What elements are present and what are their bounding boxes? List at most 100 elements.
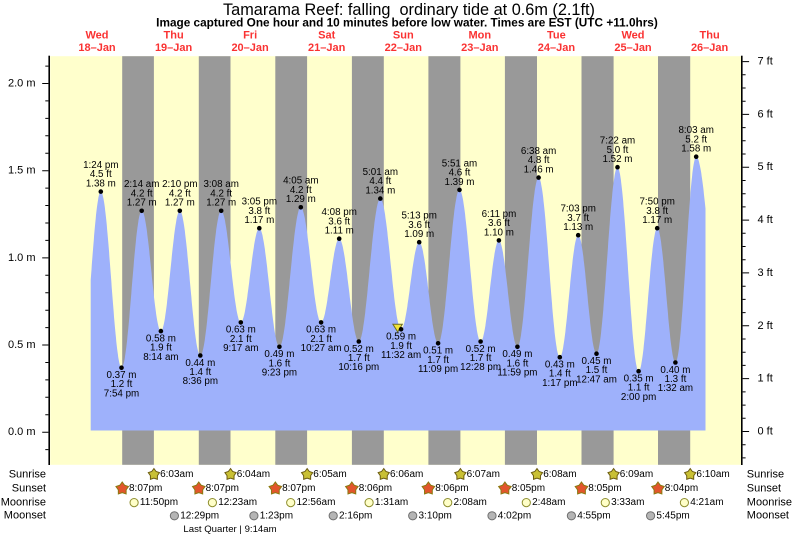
svg-text:5:13 pm: 5:13 pm xyxy=(401,211,436,222)
svg-text:5:01 am: 5:01 am xyxy=(363,167,398,178)
svg-text:Sunrise: Sunrise xyxy=(747,469,784,481)
svg-text:Moonrise: Moonrise xyxy=(1,496,46,508)
svg-text:6 ft: 6 ft xyxy=(758,108,773,120)
svg-text:0 ft: 0 ft xyxy=(758,426,773,438)
svg-text:24–Jan: 24–Jan xyxy=(538,42,576,54)
svg-text:2:16pm: 2:16pm xyxy=(339,510,372,521)
svg-text:1.29 m: 1.29 m xyxy=(286,194,316,205)
svg-text:12:47 am: 12:47 am xyxy=(576,374,617,385)
svg-text:4.6 ft: 4.6 ft xyxy=(449,168,471,179)
svg-text:5.0 ft: 5.0 ft xyxy=(607,145,629,156)
svg-text:1.09 m: 1.09 m xyxy=(404,229,434,240)
svg-text:3:08 am: 3:08 am xyxy=(203,179,238,190)
svg-text:1:24 pm: 1:24 pm xyxy=(83,160,118,171)
svg-text:4.2 ft: 4.2 ft xyxy=(210,188,232,199)
svg-text:2.0 m: 2.0 m xyxy=(8,78,36,90)
svg-text:1.2 ft: 1.2 ft xyxy=(111,379,133,390)
svg-text:0.59 m: 0.59 m xyxy=(386,332,416,343)
svg-text:1.4 ft: 1.4 ft xyxy=(549,369,571,380)
svg-text:12:56am: 12:56am xyxy=(297,497,336,508)
svg-text:4.2 ft: 4.2 ft xyxy=(169,188,191,199)
svg-text:7 ft: 7 ft xyxy=(758,56,773,68)
svg-text:Fri: Fri xyxy=(243,30,257,42)
svg-text:6:08am: 6:08am xyxy=(543,469,576,480)
svg-text:4:02pm: 4:02pm xyxy=(498,510,531,521)
svg-text:6:04am: 6:04am xyxy=(237,469,270,480)
svg-text:Moonset: Moonset xyxy=(4,510,46,522)
svg-text:5.2 ft: 5.2 ft xyxy=(685,134,707,145)
svg-text:4:08 pm: 4:08 pm xyxy=(321,207,356,218)
svg-text:8:07pm: 8:07pm xyxy=(206,483,239,494)
svg-text:1.7 ft: 1.7 ft xyxy=(348,353,370,364)
svg-text:23–Jan: 23–Jan xyxy=(461,42,499,54)
svg-text:1:17 pm: 1:17 pm xyxy=(542,378,577,389)
svg-text:8:06pm: 8:06pm xyxy=(359,483,392,494)
svg-text:1.39 m: 1.39 m xyxy=(445,177,475,188)
svg-text:1.17 m: 1.17 m xyxy=(642,215,672,226)
svg-text:11:59 pm: 11:59 pm xyxy=(497,368,537,379)
svg-text:0.63 m: 0.63 m xyxy=(306,325,336,336)
svg-text:4 ft: 4 ft xyxy=(758,214,773,226)
svg-text:0.43 m: 0.43 m xyxy=(545,360,575,371)
svg-text:5:45pm: 5:45pm xyxy=(656,510,689,521)
svg-text:0.45 m: 0.45 m xyxy=(582,356,612,367)
svg-text:1.7 ft: 1.7 ft xyxy=(470,353,492,364)
svg-text:6:06am: 6:06am xyxy=(390,469,423,480)
svg-text:8:04pm: 8:04pm xyxy=(665,483,698,494)
svg-text:1.17 m: 1.17 m xyxy=(244,215,274,226)
svg-text:0.40 m: 0.40 m xyxy=(660,365,690,376)
svg-text:8:07pm: 8:07pm xyxy=(129,483,162,494)
svg-text:3.8 ft: 3.8 ft xyxy=(646,206,668,217)
svg-text:1.13 m: 1.13 m xyxy=(563,222,593,233)
svg-text:Sunrise: Sunrise xyxy=(9,469,46,481)
svg-text:8:06pm: 8:06pm xyxy=(435,483,468,494)
svg-text:1.7 ft: 1.7 ft xyxy=(427,355,449,366)
svg-text:0.52 m: 0.52 m xyxy=(466,344,496,355)
svg-text:1.1 ft: 1.1 ft xyxy=(628,383,650,394)
svg-text:1.52 m: 1.52 m xyxy=(603,154,633,165)
svg-text:5 ft: 5 ft xyxy=(758,161,773,173)
svg-text:6:11 pm: 6:11 pm xyxy=(482,209,517,220)
svg-text:1:23pm: 1:23pm xyxy=(260,510,293,521)
svg-text:1.27 m: 1.27 m xyxy=(127,198,157,209)
svg-text:2.1 ft: 2.1 ft xyxy=(230,334,252,345)
svg-text:1.27 m: 1.27 m xyxy=(165,198,195,209)
svg-text:1.10 m: 1.10 m xyxy=(484,227,514,238)
svg-text:Thu: Thu xyxy=(164,30,184,42)
svg-text:2:14 am: 2:14 am xyxy=(124,179,159,190)
svg-text:3.7 ft: 3.7 ft xyxy=(567,213,589,224)
svg-text:1.0 m: 1.0 m xyxy=(8,252,36,264)
svg-text:9:23 pm: 9:23 pm xyxy=(262,368,297,379)
svg-text:11:09 pm: 11:09 pm xyxy=(418,364,458,375)
svg-text:Moonrise: Moonrise xyxy=(747,496,792,508)
svg-text:1 ft: 1 ft xyxy=(758,373,773,385)
svg-text:3.6 ft: 3.6 ft xyxy=(408,220,430,231)
svg-text:0.0 m: 0.0 m xyxy=(8,426,36,438)
svg-text:3:05 pm: 3:05 pm xyxy=(242,197,277,208)
svg-text:3:33am: 3:33am xyxy=(611,497,644,508)
svg-text:0.63 m: 0.63 m xyxy=(226,325,256,336)
svg-text:1.34 m: 1.34 m xyxy=(365,186,395,197)
svg-text:1.5 ft: 1.5 ft xyxy=(586,365,608,376)
svg-text:6:03am: 6:03am xyxy=(160,469,193,480)
svg-text:7:50 pm: 7:50 pm xyxy=(639,197,674,208)
svg-text:Tue: Tue xyxy=(547,30,566,42)
svg-text:20–Jan: 20–Jan xyxy=(231,42,269,54)
svg-text:1.6 ft: 1.6 ft xyxy=(507,358,529,369)
svg-text:Wed: Wed xyxy=(85,30,108,42)
svg-text:6:07am: 6:07am xyxy=(467,469,500,480)
svg-text:Tamarama Reef: falling ordina: Tamarama Reef: falling ordinary tide at … xyxy=(223,1,595,19)
svg-text:8:07pm: 8:07pm xyxy=(282,483,315,494)
svg-text:4.8 ft: 4.8 ft xyxy=(528,155,550,166)
svg-text:8:05pm: 8:05pm xyxy=(512,483,545,494)
svg-text:9:17 am: 9:17 am xyxy=(223,343,258,354)
svg-text:6:10am: 6:10am xyxy=(696,469,729,480)
svg-text:11:50pm: 11:50pm xyxy=(140,497,178,508)
svg-text:12:29pm: 12:29pm xyxy=(180,510,219,521)
svg-text:7:22 am: 7:22 am xyxy=(600,136,635,147)
svg-text:Sat: Sat xyxy=(318,30,335,42)
svg-text:18–Jan: 18–Jan xyxy=(78,42,116,54)
svg-text:0.52 m: 0.52 m xyxy=(344,344,374,355)
svg-text:Image captured One hour and 10: Image captured One hour and 10 minutes b… xyxy=(156,15,658,29)
svg-text:1:31am: 1:31am xyxy=(375,497,408,508)
